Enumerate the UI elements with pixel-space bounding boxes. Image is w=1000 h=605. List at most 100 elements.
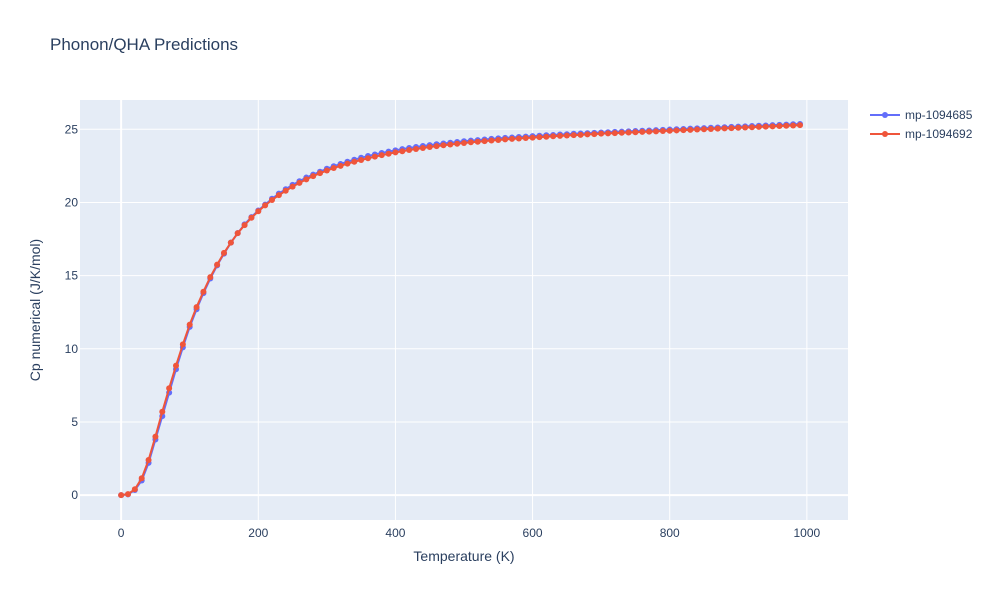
data-point[interactable] xyxy=(317,170,323,177)
data-point[interactable] xyxy=(591,131,598,138)
data-point[interactable] xyxy=(413,146,419,153)
data-point[interactable] xyxy=(735,124,742,131)
data-point[interactable] xyxy=(598,130,605,137)
data-point[interactable] xyxy=(755,123,762,130)
data-point[interactable] xyxy=(179,341,186,348)
data-point[interactable] xyxy=(529,134,536,141)
data-point[interactable] xyxy=(419,145,426,151)
data-point[interactable] xyxy=(790,122,797,129)
data-point[interactable] xyxy=(570,132,577,139)
data-point[interactable] xyxy=(673,127,680,134)
data-point[interactable] xyxy=(351,158,358,165)
data-point[interactable] xyxy=(515,135,522,142)
data-point[interactable] xyxy=(769,123,776,130)
data-point[interactable] xyxy=(193,304,200,311)
data-point[interactable] xyxy=(337,162,344,169)
data-point[interactable] xyxy=(282,187,289,194)
data-point[interactable] xyxy=(714,125,721,132)
data-point[interactable] xyxy=(550,133,557,140)
data-point[interactable] xyxy=(563,132,570,139)
data-point[interactable] xyxy=(371,153,378,160)
data-point[interactable] xyxy=(125,491,131,498)
data-point[interactable] xyxy=(481,138,488,145)
data-point[interactable] xyxy=(207,274,214,281)
data-point[interactable] xyxy=(296,179,303,186)
data-point[interactable] xyxy=(776,123,783,130)
data-point[interactable] xyxy=(707,125,714,132)
data-point[interactable] xyxy=(262,202,269,209)
data-point[interactable] xyxy=(365,155,371,162)
data-point[interactable] xyxy=(584,131,591,138)
data-point[interactable] xyxy=(680,127,687,134)
data-point[interactable] xyxy=(159,408,166,415)
data-point[interactable] xyxy=(632,129,639,136)
data-point[interactable] xyxy=(509,135,515,142)
data-point[interactable] xyxy=(543,133,550,140)
data-point[interactable] xyxy=(392,149,399,156)
data-point[interactable] xyxy=(701,126,707,133)
data-point[interactable] xyxy=(577,131,584,138)
data-point[interactable] xyxy=(173,362,179,369)
data-point[interactable] xyxy=(461,140,467,147)
data-point[interactable] xyxy=(248,214,255,221)
data-point[interactable] xyxy=(474,138,481,145)
legend[interactable]: mp-1094685 mp-1094692 xyxy=(870,108,973,141)
data-point[interactable] xyxy=(344,160,351,167)
data-point[interactable] xyxy=(666,127,673,134)
data-point[interactable] xyxy=(557,132,563,139)
data-point[interactable] xyxy=(378,152,385,159)
data-point[interactable] xyxy=(289,183,296,190)
data-point[interactable] xyxy=(639,128,646,135)
legend-item[interactable]: mp-1094685 xyxy=(870,108,973,122)
data-point[interactable] xyxy=(488,137,495,144)
data-point[interactable] xyxy=(406,147,413,154)
data-point[interactable] xyxy=(310,173,317,180)
data-point[interactable] xyxy=(653,128,659,135)
data-point[interactable] xyxy=(797,122,803,129)
data-point[interactable] xyxy=(454,140,461,147)
data-point[interactable] xyxy=(646,128,653,135)
data-point[interactable] xyxy=(221,249,227,256)
data-point[interactable] xyxy=(138,475,145,482)
data-point[interactable] xyxy=(618,129,625,136)
data-point[interactable] xyxy=(611,130,618,137)
data-point[interactable] xyxy=(762,123,769,130)
data-point[interactable] xyxy=(323,167,330,174)
data-point[interactable] xyxy=(605,130,611,137)
data-point[interactable] xyxy=(694,126,701,133)
data-point[interactable] xyxy=(227,239,234,246)
data-point[interactable] xyxy=(385,150,392,157)
data-point[interactable] xyxy=(659,128,666,135)
data-point[interactable] xyxy=(330,165,337,172)
data-point[interactable] xyxy=(241,222,248,229)
data-point[interactable] xyxy=(303,176,310,183)
data-point[interactable] xyxy=(721,125,728,132)
data-point[interactable] xyxy=(118,492,125,499)
data-point[interactable] xyxy=(447,141,454,148)
data-point[interactable] xyxy=(426,143,433,150)
data-point[interactable] xyxy=(433,143,440,150)
data-point[interactable] xyxy=(687,126,694,133)
data-point[interactable] xyxy=(255,208,262,215)
data-point[interactable] xyxy=(214,261,221,268)
data-point[interactable] xyxy=(131,486,138,493)
data-point[interactable] xyxy=(399,148,406,155)
legend-item[interactable]: mp-1094692 xyxy=(870,127,973,141)
data-point[interactable] xyxy=(495,136,502,143)
data-point[interactable] xyxy=(269,196,275,203)
data-point[interactable] xyxy=(166,385,173,392)
data-point[interactable] xyxy=(440,142,447,149)
data-point[interactable] xyxy=(625,129,632,136)
data-point[interactable] xyxy=(358,157,365,163)
data-point[interactable] xyxy=(186,321,193,328)
data-point[interactable] xyxy=(749,124,755,131)
data-point[interactable] xyxy=(200,288,207,295)
data-point[interactable] xyxy=(467,139,474,146)
data-point[interactable] xyxy=(502,136,509,143)
data-point[interactable] xyxy=(783,122,790,129)
data-point[interactable] xyxy=(234,230,241,237)
data-point[interactable] xyxy=(145,457,152,463)
data-point[interactable] xyxy=(728,125,735,132)
data-point[interactable] xyxy=(522,135,529,142)
data-point[interactable] xyxy=(275,192,282,199)
